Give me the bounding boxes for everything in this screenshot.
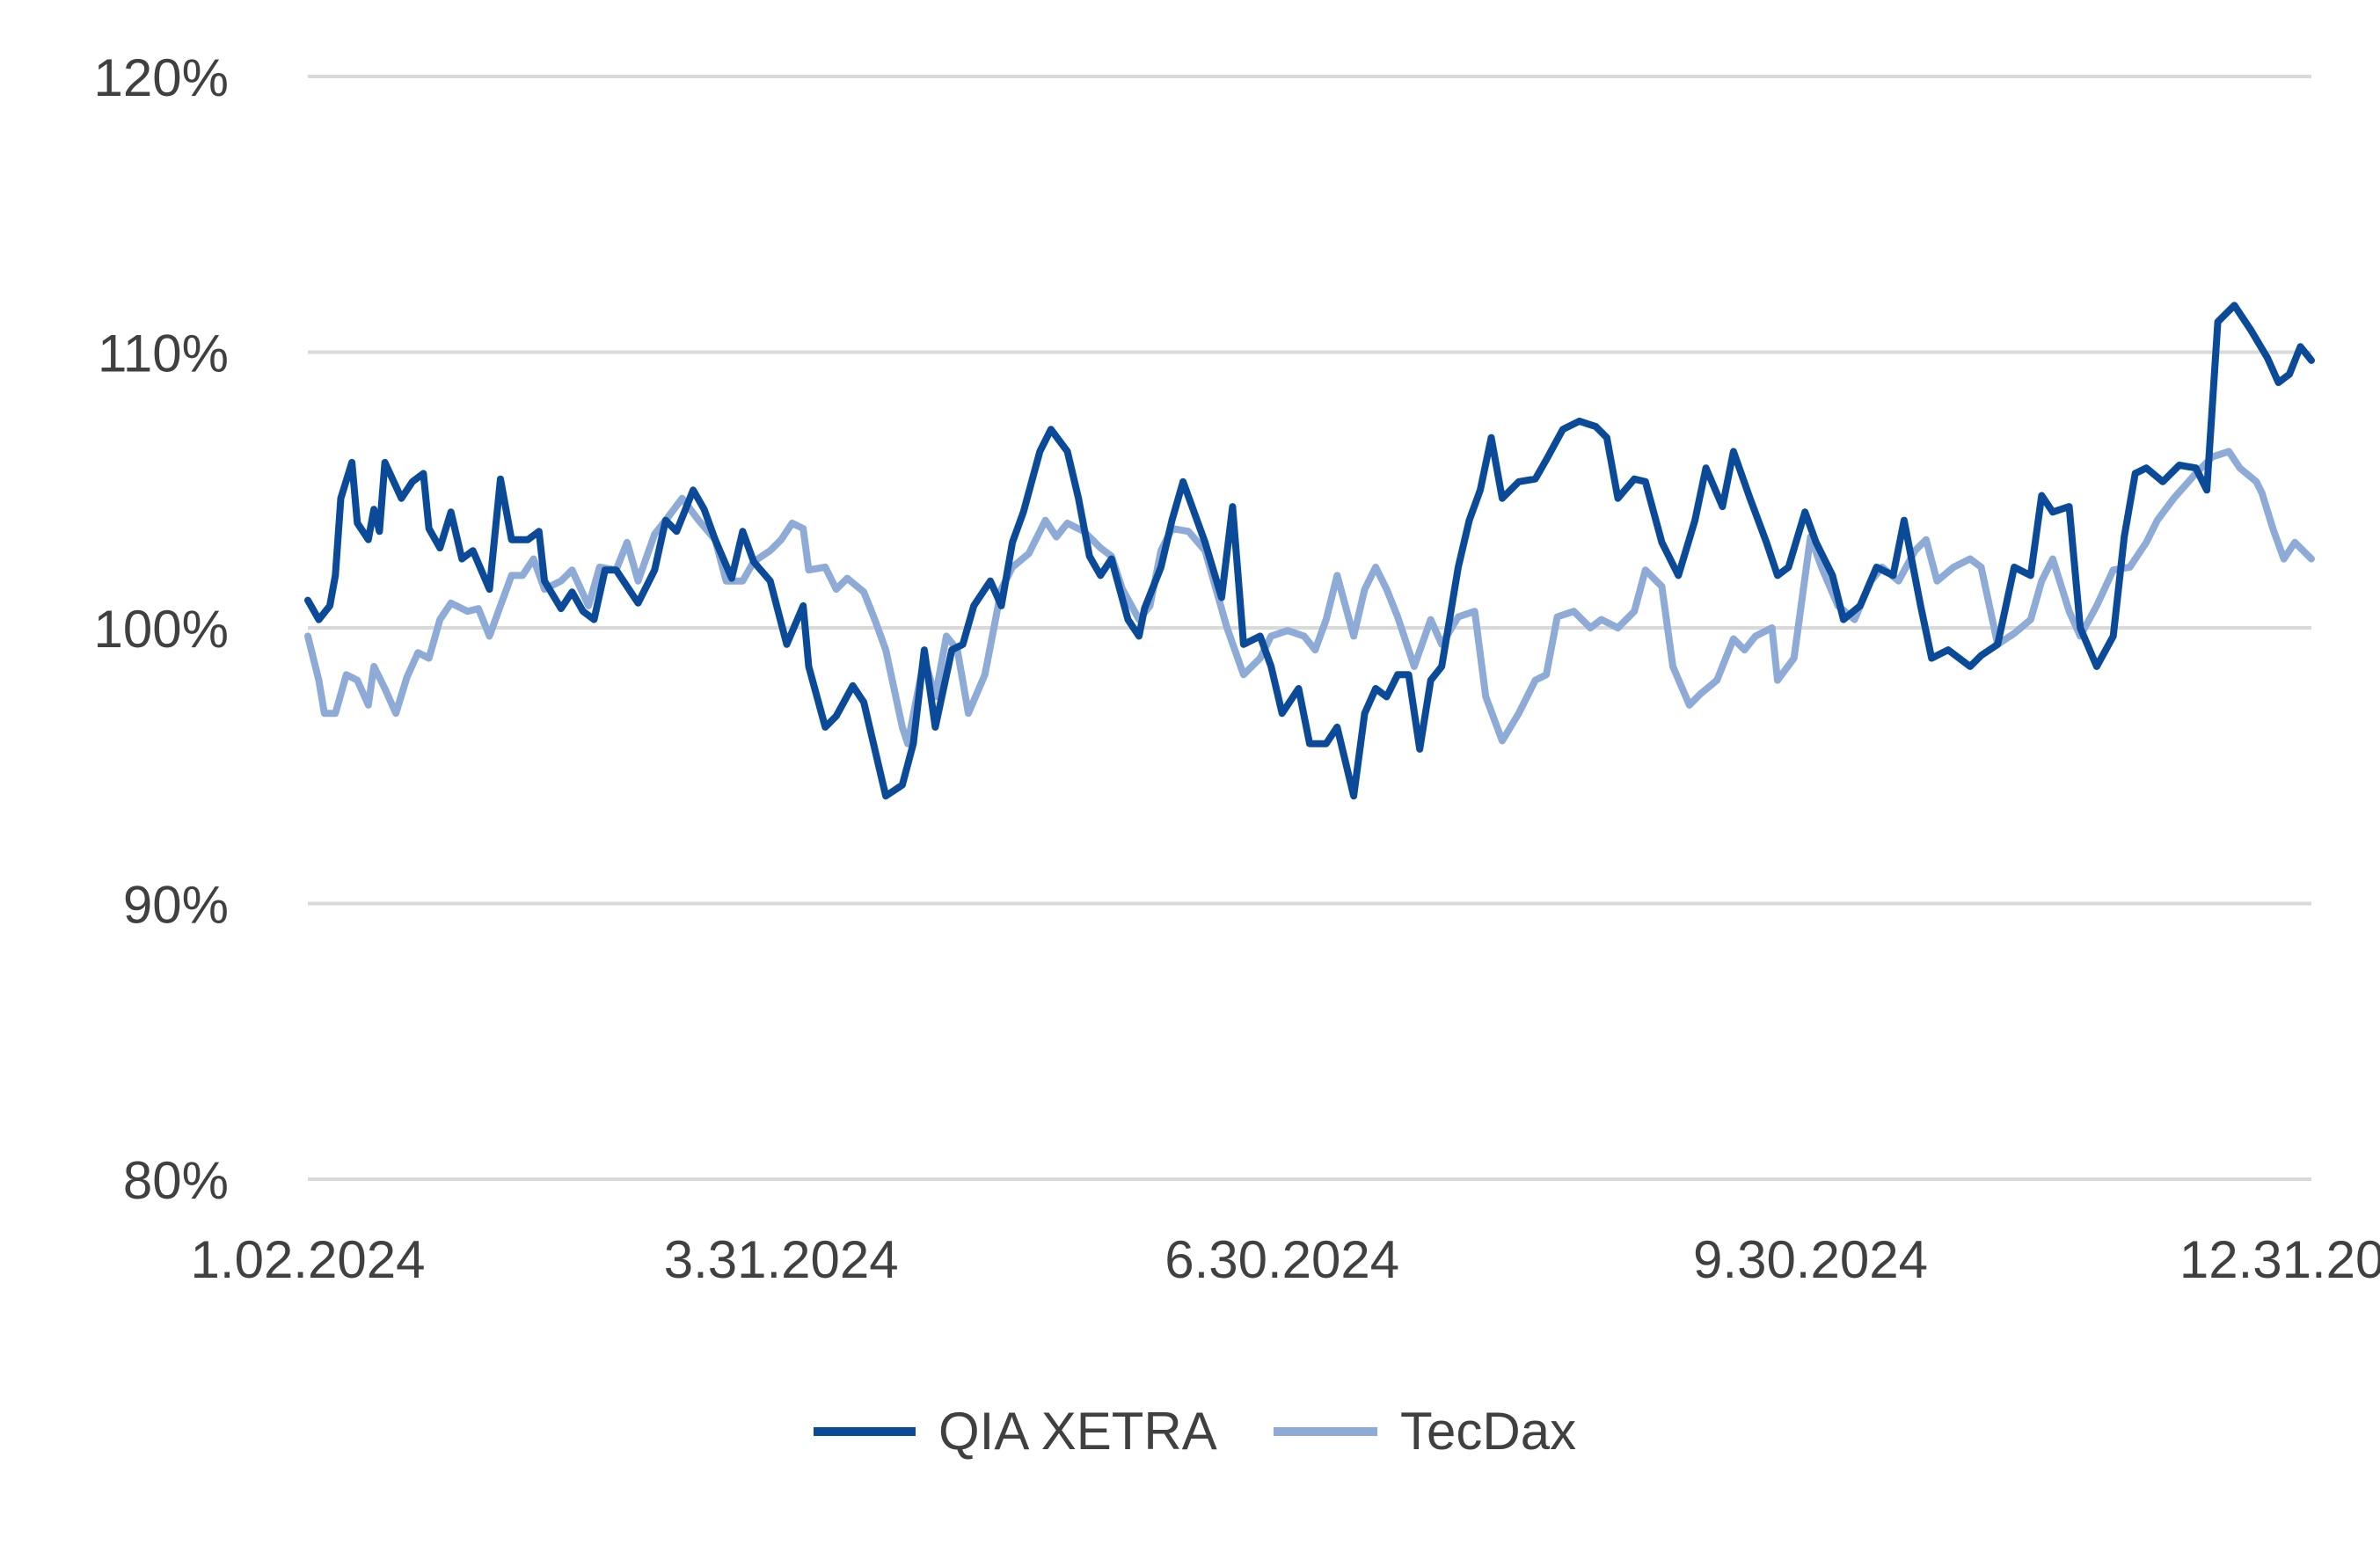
y-axis-ticks: 80% 90% 100% 110% 120% [94, 48, 229, 1210]
x-tick-label: 3.31.2024 [664, 1230, 899, 1289]
y-tick-label: 120% [94, 48, 229, 107]
series-line-qia-xetra [304, 302, 2315, 800]
series-line-tecdax [304, 448, 2315, 747]
x-tick-label: 6.30.2024 [1164, 1230, 1399, 1289]
x-tick-label: 12.31.2024 [2179, 1230, 2380, 1289]
legend-label-tecdax: TecDax [1400, 1402, 1576, 1461]
y-tick-label: 100% [94, 600, 229, 659]
x-axis-ticks: 1.02.2024 3.31.2024 6.30.2024 9.30.2024 12.3… [191, 1230, 2380, 1289]
series-lines [304, 302, 2315, 800]
y-tick-label: 80% [123, 1151, 229, 1210]
legend-label-qia-xetra: QIA XETRA [938, 1402, 1217, 1461]
legend: QIA XETRA TecDax [814, 1402, 1576, 1461]
y-tick-label: 110% [98, 324, 229, 383]
gridlines [308, 75, 2311, 1181]
y-tick-label: 90% [123, 876, 229, 935]
x-tick-label: 9.30.2024 [1693, 1230, 1928, 1289]
x-tick-label: 1.02.2024 [191, 1230, 426, 1289]
